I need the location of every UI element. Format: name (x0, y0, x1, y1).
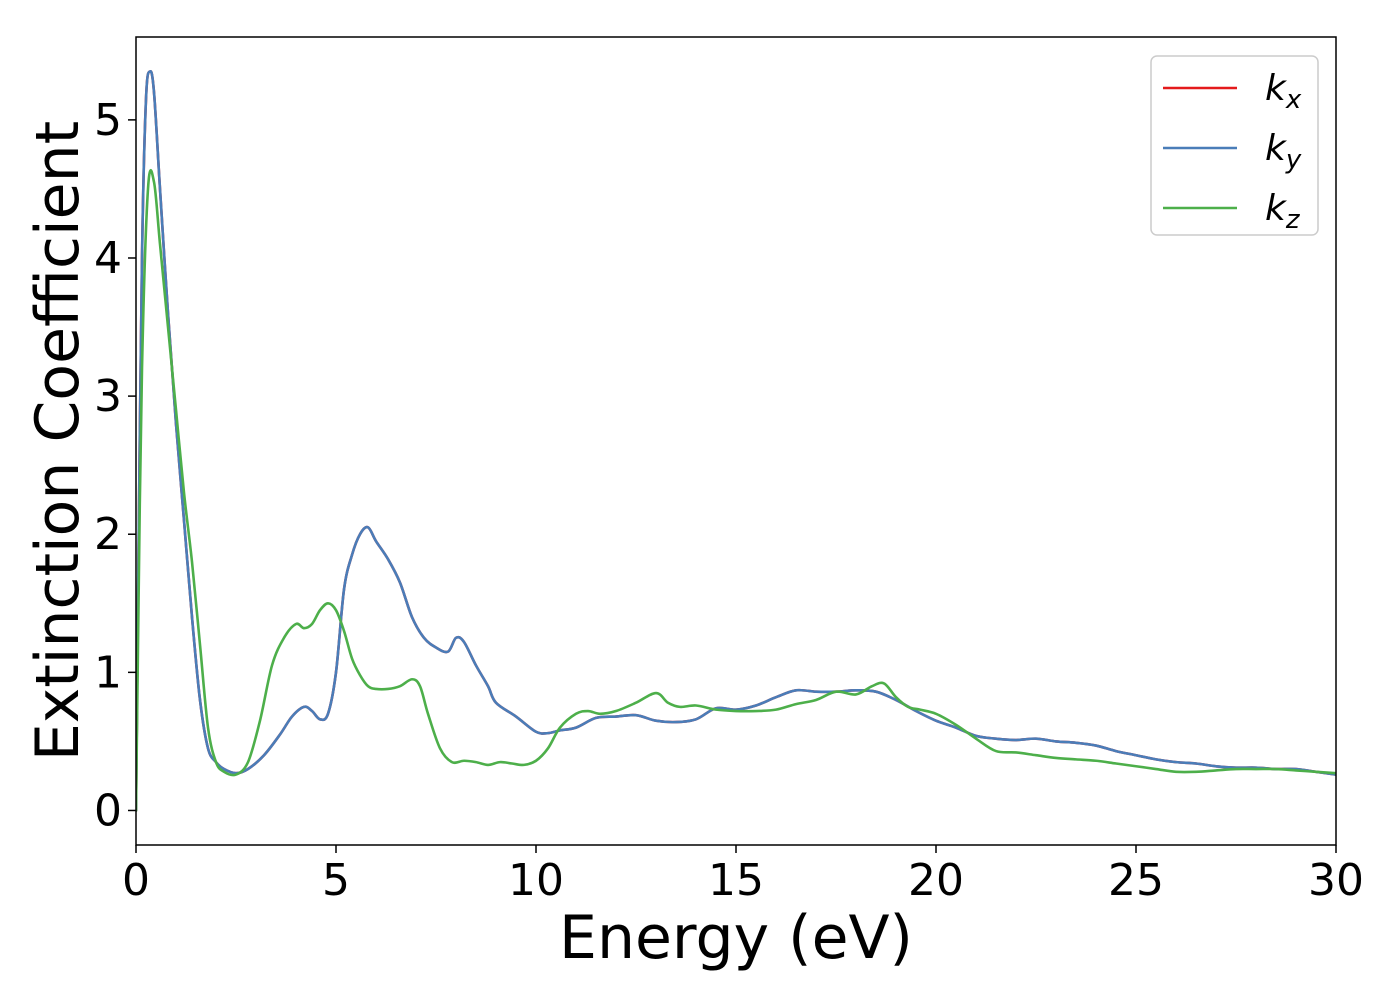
x-tick-label: 15 (708, 855, 764, 906)
y-axis: 0 1 2 3 4 5 (94, 95, 136, 836)
x-tick-label: 5 (322, 855, 350, 906)
legend-label-k-z: kz (1265, 188, 1301, 235)
y-tick-label: 0 (94, 785, 122, 836)
x-axis-label: Energy (eV) (559, 903, 913, 973)
y-tick-label: 3 (94, 371, 122, 422)
legend-label-k-x: kx (1265, 68, 1302, 115)
y-tick-label: 2 (94, 509, 122, 560)
x-tick-label: 10 (508, 855, 564, 906)
y-tick-label: 4 (94, 233, 122, 284)
legend-label-k-y: ky (1265, 128, 1302, 175)
x-tick-label: 25 (1108, 855, 1164, 906)
x-tick-label: 0 (122, 855, 150, 906)
legend: kx ky kz (1150, 55, 1319, 236)
series-line-k-z (136, 169, 1336, 812)
x-tick-label: 30 (1308, 855, 1364, 906)
x-tick-label: 20 (908, 855, 964, 906)
y-axis-label: Extinction Coefficient (23, 121, 93, 761)
series-layer (136, 69, 1336, 812)
legend-box (1150, 55, 1319, 236)
series-line-k-y (136, 69, 1336, 812)
x-axis: 0 5 10 15 20 25 30 (122, 845, 1364, 906)
y-tick-label: 1 (94, 647, 122, 698)
y-tick-label: 5 (94, 95, 122, 146)
